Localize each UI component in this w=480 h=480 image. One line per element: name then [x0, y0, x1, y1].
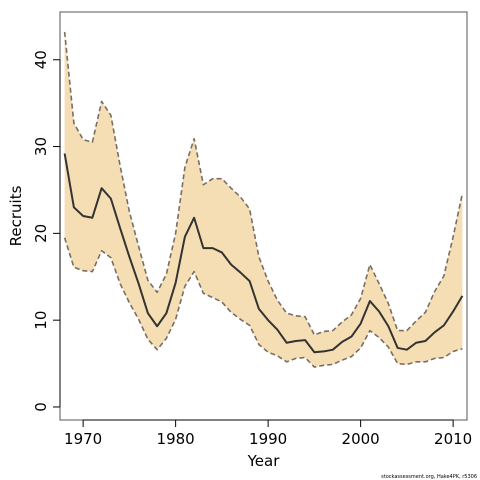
- line-layer: [63, 31, 464, 368]
- y-tick-label: 0: [32, 402, 50, 412]
- x-axis-title: Year: [247, 452, 281, 470]
- median-line: [63, 153, 464, 354]
- y-axis-title: Recruits: [7, 185, 25, 246]
- x-tick-label: 1970: [64, 430, 102, 448]
- y-tick-label: 40: [32, 50, 50, 69]
- upper-bound-line: [63, 31, 464, 336]
- x-tick-label: 2010: [434, 430, 472, 448]
- y-tick-label: 30: [32, 137, 50, 156]
- x-tick-label: 2000: [342, 430, 380, 448]
- x-tick-label: 1990: [249, 430, 287, 448]
- axis-layer: 1970 1980 1990 2000 2010 0 10 20 30 40: [32, 50, 472, 448]
- caption: stockassessment.org, Hake4PK, r5306: [381, 474, 477, 480]
- confidence-band: [64, 31, 463, 368]
- x-tick-label: 1980: [157, 430, 195, 448]
- y-tick-label: 20: [32, 224, 50, 243]
- y-tick-label: 10: [32, 311, 50, 330]
- lower-bound-line: [63, 237, 463, 368]
- uncertainty-band-layer: [64, 31, 463, 368]
